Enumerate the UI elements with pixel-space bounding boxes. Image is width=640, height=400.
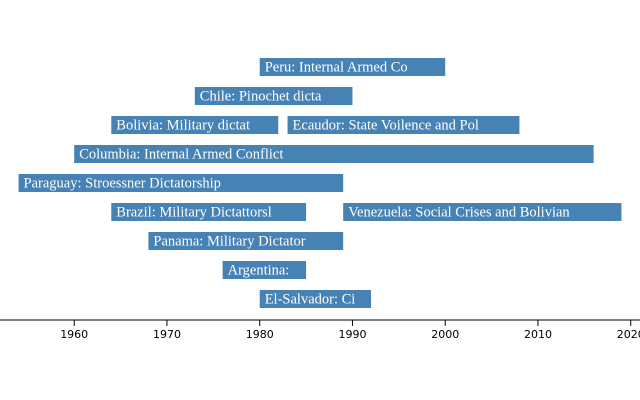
bar (222, 261, 307, 279)
bar (148, 232, 344, 250)
bar-label: Panama: Military Dictator (153, 233, 305, 249)
bar-label: Argentina: (228, 262, 290, 278)
bar-label: Paraguay: Stroessner Dictatorship (24, 175, 221, 191)
bar (287, 116, 520, 134)
bar (111, 203, 307, 221)
x-tick-label: 2020 (617, 328, 640, 341)
x-tick-label: 1990 (338, 328, 366, 341)
bar (259, 290, 372, 308)
x-tick-label: 2010 (524, 328, 552, 341)
bar-label: Chile: Pinochet dicta (200, 88, 322, 104)
bar-label: Ecaudor: State Voilence and Pol (293, 117, 479, 133)
x-tick-label: 1970 (153, 328, 181, 341)
bar (111, 116, 279, 134)
bar (74, 145, 594, 163)
bar (259, 58, 446, 76)
bar (194, 87, 353, 105)
bar (343, 203, 622, 221)
bar-label: Venezuela: Social Crises and Bolivian (348, 204, 570, 220)
bar-label: Brazil: Military Dictattorsl (116, 204, 271, 220)
x-tick-label: 2000 (431, 328, 459, 341)
bar-label: Bolivia: Military dictat (116, 117, 250, 133)
bar-label: Peru: Internal Armed Co (265, 59, 408, 75)
x-tick-label: 1980 (246, 328, 274, 341)
bar-label: El-Salvador: Ci (265, 291, 356, 307)
x-tick-label: 1960 (60, 328, 88, 341)
bar (18, 174, 344, 192)
bar-label: Columbia: Internal Armed Conflict (79, 146, 283, 162)
